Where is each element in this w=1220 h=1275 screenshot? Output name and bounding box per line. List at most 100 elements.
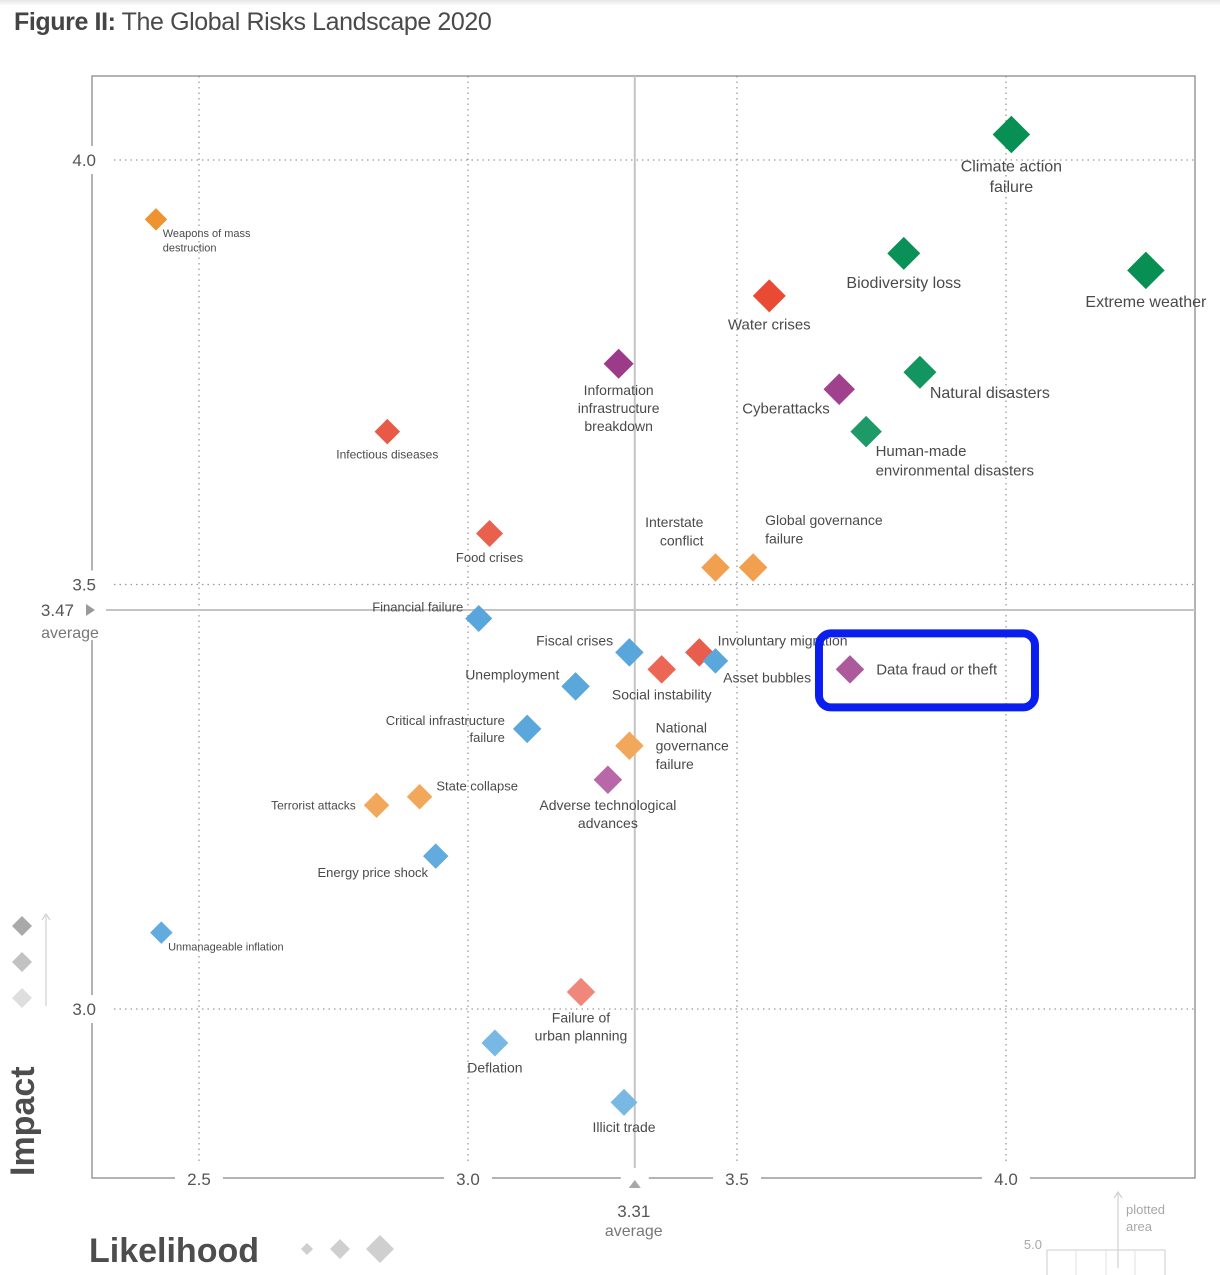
risk-label-line: conflict	[660, 532, 704, 548]
y-tick-bg	[58, 146, 110, 174]
risk-point[interactable]	[615, 731, 644, 761]
risk-label-line: failure	[990, 179, 1034, 196]
plot-frame	[91, 75, 1196, 1179]
grid-lines	[92, 76, 1195, 1178]
risk-label-line: Data fraud or theft	[876, 662, 998, 679]
risk-label: Extreme weather	[1085, 294, 1207, 311]
y-average-bg	[30, 595, 106, 640]
risk-label-line: Illicit trade	[593, 1119, 656, 1135]
risk-label: State collapse	[436, 778, 518, 793]
risk-label: Illicit trade	[593, 1119, 656, 1135]
risk-label: Terrorist attacks	[271, 798, 356, 812]
risk-label: Unemployment	[465, 666, 559, 682]
risk-label-line: National	[656, 720, 707, 736]
risk-label: Energy price shock	[318, 865, 429, 880]
x-average-arrow-icon	[628, 1180, 641, 1188]
risk-point[interactable]	[465, 604, 493, 632]
highlight-layer	[814, 629, 1039, 712]
risk-label-line: Water crises	[728, 316, 811, 333]
risk-label-line: Adverse technological	[539, 797, 676, 813]
x-tick-bg	[713, 1165, 761, 1191]
x-tick-bg	[982, 1165, 1030, 1191]
risk-label-line: Climate action	[961, 158, 1062, 175]
risk-label-line: Information	[584, 382, 654, 398]
risk-label: Adverse technological advances	[539, 797, 676, 831]
risk-label-line: State collapse	[436, 778, 518, 793]
risk-point[interactable]	[150, 921, 173, 944]
risk-point[interactable]	[615, 638, 644, 667]
risk-label: Climate action failure	[961, 158, 1062, 196]
impact-scale-diamond-icon	[12, 988, 32, 1008]
risk-label: Food crises	[456, 550, 524, 565]
risk-point[interactable]	[887, 236, 921, 270]
risk-point[interactable]	[476, 520, 504, 548]
risk-label-line: Natural disasters	[930, 385, 1050, 402]
risk-label: Unmanageable inflation	[168, 941, 284, 953]
risk-point[interactable]	[610, 1088, 638, 1116]
risk-point[interactable]	[752, 279, 786, 313]
impact-scale-diamond-icon	[12, 952, 32, 972]
risk-point[interactable]	[422, 843, 449, 869]
risk-label-line: environmental disasters	[876, 463, 1034, 480]
figure-title-text: The Global Risks Landscape 2020	[115, 8, 492, 36]
risk-label: Infectious diseases	[336, 447, 438, 461]
risk-label-line: Fiscal crises	[536, 632, 613, 648]
risk-label: Deflation	[467, 1059, 522, 1075]
risk-label-line: Energy price shock	[318, 865, 429, 880]
risk-point[interactable]	[738, 553, 768, 582]
risk-point[interactable]	[566, 977, 596, 1007]
risk-label-line: Human-made	[876, 443, 967, 460]
risk-point[interactable]	[481, 1029, 509, 1057]
risk-label: Fiscal crises	[536, 632, 613, 648]
top-edge-shadow	[0, 0, 1220, 6]
risk-label: Social instability	[612, 687, 712, 703]
risk-label: Asset bubbles	[723, 670, 811, 686]
risk-point[interactable]	[647, 655, 676, 684]
risk-point[interactable]	[593, 765, 623, 795]
risk-label-line: Deflation	[467, 1059, 522, 1075]
risk-point[interactable]	[512, 714, 542, 744]
risk-label-line: Interstate	[645, 514, 704, 530]
risk-point[interactable]	[603, 348, 634, 379]
x-average-word: average	[605, 1223, 663, 1240]
risk-point[interactable]	[144, 208, 168, 231]
risk-point[interactable]	[561, 672, 590, 701]
risk-label-line: Global governance	[765, 512, 883, 528]
risk-point[interactable]	[1127, 251, 1165, 290]
risk-label: Critical infrastructure failure	[386, 713, 505, 745]
risk-point[interactable]	[850, 415, 882, 448]
risk-label: Global governance failure	[765, 512, 883, 546]
risk-point[interactable]	[702, 648, 729, 674]
inset-caption-line1: plotted	[1126, 1202, 1165, 1217]
risk-label-line: Food crises	[456, 550, 524, 565]
y-average-value: 3.47	[41, 601, 74, 620]
x-tick-label: 4.0	[994, 1170, 1018, 1189]
risk-point[interactable]	[363, 792, 390, 818]
highlight-box	[814, 629, 1039, 712]
data-labels: Climate action failure Biodiversity loss Ex…	[163, 158, 1207, 1135]
axis-legend: Impact Likelihood	[4, 912, 394, 1270]
figure-title-prefix: Figure II:	[14, 8, 116, 36]
y-tick-bg	[58, 570, 110, 599]
y-average-arrow-icon	[86, 603, 95, 616]
y-tick-bg	[58, 995, 110, 1023]
risk-label-line: Infectious diseases	[336, 447, 438, 461]
risk-point[interactable]	[823, 373, 855, 405]
risk-label-line: failure	[765, 530, 803, 546]
risk-label: Data fraud or theft	[876, 662, 998, 679]
risk-label-line: Unmanageable inflation	[168, 941, 284, 953]
risk-point[interactable]	[374, 418, 401, 445]
y-tick-label: 3.5	[72, 576, 96, 595]
x-tick-label: 3.0	[456, 1170, 480, 1189]
risk-point[interactable]	[903, 355, 937, 389]
likelihood-scale-diamond-icon	[301, 1243, 313, 1255]
risk-label-line: Extreme weather	[1085, 294, 1207, 311]
x-tick-bg	[444, 1165, 492, 1191]
risk-label-line: failure	[656, 756, 694, 772]
risk-point[interactable]	[992, 115, 1031, 154]
risk-point[interactable]	[835, 655, 865, 684]
risk-point[interactable]	[406, 784, 433, 810]
plot-border	[91, 75, 1196, 1179]
risk-point[interactable]	[701, 553, 730, 582]
impact-arrow-head-icon	[41, 912, 51, 921]
